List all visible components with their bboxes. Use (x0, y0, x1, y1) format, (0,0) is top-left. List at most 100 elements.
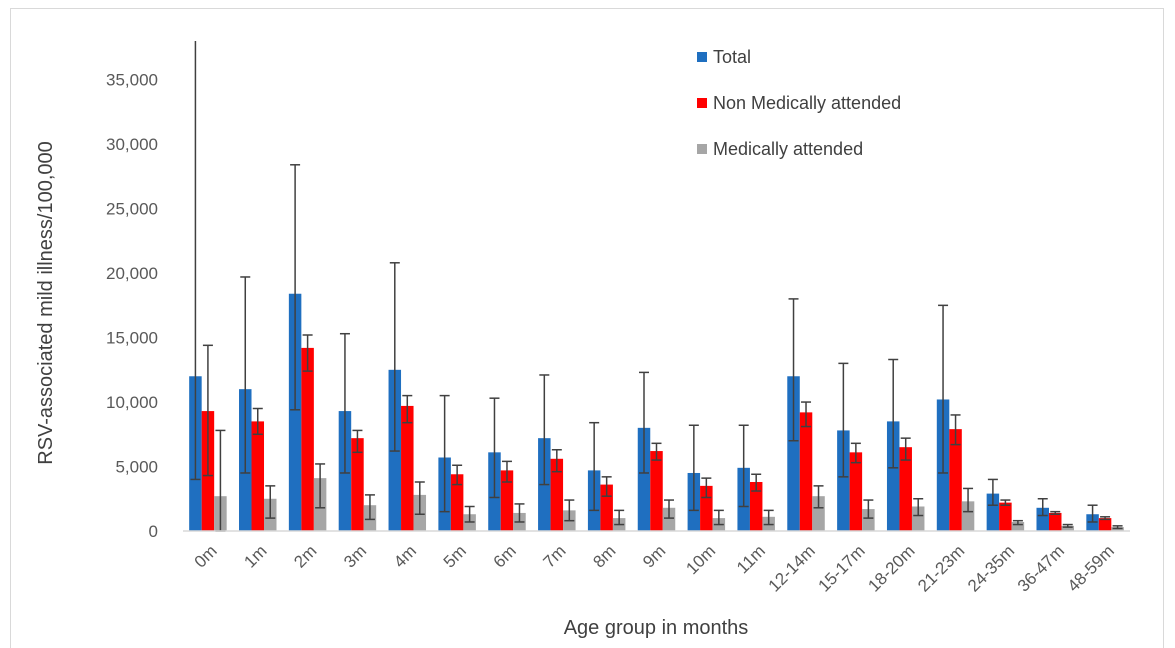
x-tick-label: 0m (191, 541, 221, 571)
error-bar (489, 397, 500, 499)
error-bar (713, 509, 724, 526)
error-bar (813, 485, 824, 509)
bar-non-medically-attended (550, 458, 564, 531)
bar-medically-attended (862, 509, 875, 531)
x-tick-label: 6m (490, 541, 520, 571)
bar-non-medically-attended (749, 482, 763, 531)
bar-non-medically-attended (301, 347, 314, 531)
bar-non-medically-attended (401, 405, 414, 531)
legend-swatch (697, 144, 707, 154)
bar-non-medically-attended (450, 474, 464, 531)
bar-non-medically-attended (650, 451, 663, 531)
error-bar (1087, 504, 1098, 523)
x-tick-label: 1m (240, 541, 270, 571)
legend-swatch (697, 98, 707, 108)
x-axis-ticks: 0m 1m 2m 3m 4m 5m 6m 7m 8m 9m 10m 11m12-14m15-17m18… (191, 541, 1118, 595)
x-tick-label: 18-20m (864, 541, 918, 595)
error-bar (402, 394, 413, 424)
error-bar (389, 262, 400, 452)
bar-non-medically-attended (799, 412, 813, 531)
error-bar (850, 442, 861, 464)
error-bar (651, 442, 662, 461)
x-tick-label: 5m (440, 541, 470, 571)
error-bar (302, 334, 313, 372)
y-tick-label: 25,000 (106, 200, 158, 219)
error-bar (439, 394, 450, 513)
error-bar (539, 374, 550, 486)
error-bar (900, 437, 911, 461)
chart-bars (189, 293, 1124, 531)
error-bar (364, 494, 375, 521)
error-bar (1100, 516, 1111, 521)
error-bar (938, 304, 949, 474)
bar-medically-attended (662, 507, 676, 531)
error-bar (501, 460, 512, 483)
error-bar (1012, 519, 1023, 526)
x-tick-label: 10m (682, 541, 719, 578)
x-tick-label: 9m (639, 541, 669, 571)
error-bar (763, 509, 774, 526)
error-bar (352, 429, 363, 454)
x-tick-label: 15-17m (815, 541, 869, 595)
bar-non-medically-attended (1048, 512, 1062, 531)
error-bar (950, 414, 961, 446)
error-bar (664, 499, 674, 519)
error-bar (589, 421, 600, 512)
bar-medically-attended (812, 496, 825, 531)
error-bar (614, 509, 625, 526)
error-bar (452, 464, 463, 486)
error-bar (315, 463, 326, 509)
bar-medically-attended (911, 506, 925, 531)
bar-non-medically-attended (899, 447, 912, 531)
error-bar (240, 276, 251, 474)
error-bar (202, 344, 213, 477)
error-bar (564, 499, 575, 522)
error-bar (963, 487, 974, 513)
error-bar (601, 476, 612, 497)
error-bar (1050, 510, 1061, 515)
error-bar (788, 298, 799, 442)
bar-total (986, 493, 1000, 531)
chart-frame (10, 8, 1164, 648)
y-axis-title: RSV-associated mild illness/100,000 (35, 141, 57, 465)
x-tick-label: 21-23m (914, 541, 968, 595)
error-bar (265, 485, 276, 519)
x-tick-label: 7m (540, 541, 570, 571)
y-tick-label: 0 (149, 522, 158, 541)
x-tick-label: 11m (733, 541, 769, 577)
bar-total (886, 421, 900, 531)
error-bar (1112, 525, 1123, 530)
bar-non-medically-attended (500, 470, 514, 531)
x-tick-label: 3m (340, 541, 370, 571)
bar-non-medically-attended (999, 502, 1012, 531)
legend-swatch (697, 52, 707, 62)
error-bar (688, 424, 699, 512)
bar-total (787, 376, 800, 531)
y-axis-ticks: 0 5,000 10,000 15,000 20,000 25,000 30,000 35,0… (106, 71, 158, 541)
bar-non-medically-attended (949, 429, 962, 531)
x-tick-label: 8m (589, 541, 619, 571)
x-tick-label: 48-59m (1064, 541, 1118, 595)
error-bar (1037, 498, 1048, 517)
bar-non-medically-attended (1098, 518, 1112, 531)
y-tick-label: 30,000 (106, 135, 158, 154)
y-tick-label: 20,000 (106, 264, 158, 283)
x-tick-label: 36-47m (1014, 541, 1068, 595)
error-bar (838, 362, 849, 478)
error-bar (987, 478, 998, 506)
legend: Total Non Medically attended Medically att… (697, 47, 901, 159)
legend-label: Non Medically attended (713, 93, 901, 113)
error-bar (290, 164, 301, 411)
bar-medically-attended (1011, 521, 1025, 531)
error-bar (414, 481, 425, 515)
error-bar (1062, 523, 1073, 528)
error-bar (190, 41, 201, 481)
error-bar (551, 449, 562, 473)
error-bar (339, 332, 350, 474)
error-bar (863, 499, 874, 519)
error-bar (738, 424, 749, 508)
y-tick-label: 5,000 (115, 458, 158, 477)
error-bar (464, 505, 475, 523)
x-axis-title: Age group in months (564, 617, 749, 639)
legend-label: Total (713, 47, 751, 67)
